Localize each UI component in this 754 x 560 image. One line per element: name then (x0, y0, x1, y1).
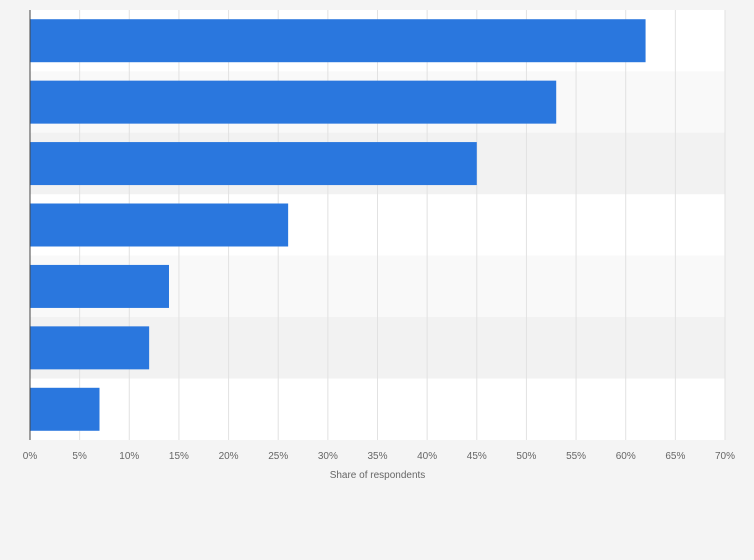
x-tick-label: 30% (318, 451, 338, 462)
bar (30, 80, 557, 124)
x-tick-label: 0% (23, 451, 38, 462)
bars (30, 19, 646, 431)
x-tick-label: 20% (219, 451, 239, 462)
x-tick-label: 40% (417, 451, 437, 462)
x-tick-label: 15% (169, 451, 189, 462)
bar (30, 203, 289, 247)
x-tick-label: 35% (367, 451, 387, 462)
x-tick-label: 10% (119, 451, 139, 462)
x-tick-labels: 0% 5% 10% 15% 20% 25% 30% 35% 40% 45% 50% 55% 60% 65%… (23, 451, 735, 462)
x-tick-label: 5% (72, 451, 87, 462)
x-tick-label: 70% (715, 451, 735, 462)
x-tick-label: 25% (268, 451, 288, 462)
x-axis-title: Share of respondents (330, 470, 426, 481)
bar (30, 264, 169, 308)
bar (30, 387, 100, 431)
bar (30, 19, 646, 63)
x-tick-label: 55% (566, 451, 586, 462)
bar (30, 142, 477, 186)
x-tick-label: 60% (616, 451, 636, 462)
x-tick-label: 50% (516, 451, 536, 462)
bar (30, 326, 150, 370)
x-tick-label: 65% (665, 451, 685, 462)
x-tick-label: 45% (467, 451, 487, 462)
